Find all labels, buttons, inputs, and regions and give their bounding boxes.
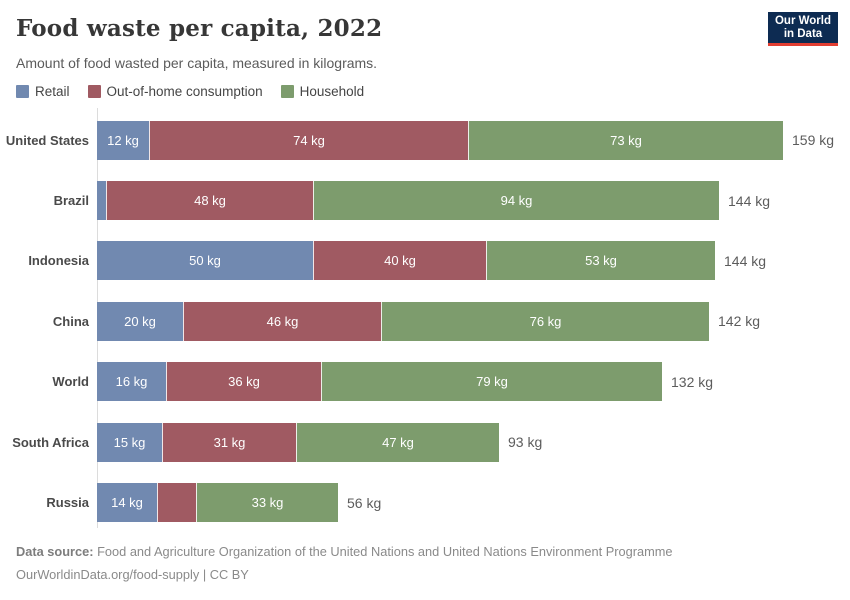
- legend-item-retail: Retail: [16, 84, 70, 99]
- bar-segment-out-of-home-consumption[interactable]: 48 kg: [106, 181, 313, 221]
- bar-segment-household[interactable]: 53 kg: [486, 241, 715, 281]
- page-subtitle: Amount of food wasted per capita, measur…: [16, 55, 378, 71]
- bar-value-label: 31 kg: [213, 434, 246, 450]
- bar-segment-retail[interactable]: 16 kg: [97, 362, 166, 402]
- bar-value-label: 50 kg: [189, 253, 221, 269]
- country-label: South Africa: [12, 434, 89, 450]
- bar-value-label: 47 kg: [382, 434, 414, 450]
- bar-row-south-africa: South Africa 15 kg 31 kg 47 kg 93 kg: [0, 412, 850, 472]
- bar-value-label: 12 kg: [107, 132, 139, 148]
- stacked-bar: 50 kg 40 kg 53 kg: [97, 241, 715, 281]
- stacked-bar: 14 kg 33 kg: [97, 483, 338, 523]
- bar-segment-household[interactable]: 94 kg: [313, 181, 719, 221]
- country-label: Russia: [46, 495, 89, 511]
- bar-total-label: 142 kg: [718, 313, 761, 330]
- legend-label: Retail: [35, 84, 70, 99]
- bar-segment-out-of-home-consumption[interactable]: 31 kg: [162, 422, 296, 462]
- bar-segment-out-of-home-consumption[interactable]: 40 kg: [313, 241, 486, 281]
- bar-total-label: 56 kg: [347, 494, 382, 511]
- bar-row-united-states: United States 12 kg 74 kg 73 kg 159 kg: [0, 110, 850, 170]
- bar-value-label: 94 kg: [500, 193, 533, 209]
- bar-segment-retail[interactable]: 15 kg: [97, 422, 162, 462]
- bar-value-label: 74 kg: [293, 132, 325, 148]
- legend-label: Household: [299, 84, 365, 99]
- bar-row-indonesia: Indonesia 50 kg 40 kg 53 kg 144 kg: [0, 231, 850, 291]
- owid-logo-line1: Our World: [774, 14, 831, 27]
- bar-value-label: 46 kg: [266, 313, 299, 329]
- country-label: China: [52, 313, 89, 329]
- bar-segment-retail[interactable]: 50 kg: [97, 241, 313, 281]
- country-label: United States: [5, 132, 89, 148]
- legend-item-out-of-home-consumption: Out-of-home consumption: [87, 84, 263, 99]
- bar-total-label: 132 kg: [671, 373, 714, 390]
- bar-row-world: World 16 kg 36 kg 79 kg 132 kg: [0, 352, 850, 412]
- bar-segment-retail[interactable]: 20 kg: [97, 301, 183, 341]
- bar-value-label: 20 kg: [124, 313, 156, 329]
- bar-value-label: 53 kg: [585, 253, 617, 269]
- bar-segment-household[interactable]: 73 kg: [468, 120, 783, 160]
- stacked-bar: 48 kg 94 kg: [97, 181, 719, 221]
- bar-segment-household[interactable]: 76 kg: [381, 301, 709, 341]
- data-source-text: Food and Agriculture Organization of the…: [97, 544, 673, 559]
- country-label: World: [52, 374, 89, 390]
- bar-value-label: 33 kg: [251, 495, 284, 511]
- bar-segment-household[interactable]: 47 kg: [296, 422, 499, 462]
- owid-logo[interactable]: Our World in Data: [768, 12, 838, 46]
- bar-value-label: 14 kg: [111, 495, 143, 511]
- legend-swatch-household: [280, 85, 294, 98]
- data-source-line: Data source: Food and Agriculture Organi…: [16, 540, 834, 563]
- bar-value-label: 36 kg: [228, 374, 260, 390]
- legend-swatch-retail: [16, 85, 29, 98]
- bar-value-label: 15 kg: [113, 434, 146, 450]
- owid-logo-line2: in Data: [783, 27, 823, 40]
- bar-total-label: 93 kg: [508, 434, 543, 451]
- chart-footer: Data source: Food and Agriculture Organi…: [16, 540, 834, 586]
- bar-segment-out-of-home-consumption[interactable]: 36 kg: [166, 362, 321, 402]
- bar-value-label: 16 kg: [115, 374, 148, 390]
- bar-value-label: 79 kg: [476, 374, 508, 390]
- bar-segment-household[interactable]: 79 kg: [321, 362, 662, 402]
- stacked-bar: 16 kg 36 kg 79 kg: [97, 362, 662, 402]
- bar-segment-household[interactable]: 33 kg: [196, 483, 338, 523]
- stacked-bar: 15 kg 31 kg 47 kg: [97, 422, 499, 462]
- bar-segment-out-of-home-consumption[interactable]: 46 kg: [183, 301, 381, 341]
- bar-value-label: 76 kg: [529, 313, 562, 329]
- bar-value-label: 73 kg: [610, 132, 642, 148]
- bar-total-label: 144 kg: [724, 252, 767, 269]
- bar-value-label: 48 kg: [194, 193, 226, 209]
- bar-value-label: 40 kg: [384, 253, 416, 269]
- bar-segment-out-of-home-consumption[interactable]: 74 kg: [149, 120, 468, 160]
- chart-legend: Retail Out-of-home consumption Household: [16, 84, 364, 99]
- license-link-line[interactable]: OurWorldinData.org/food-supply | CC BY: [16, 567, 249, 582]
- bar-row-china: China 20 kg 46 kg 76 kg 142 kg: [0, 291, 850, 351]
- country-label: Brazil: [53, 193, 89, 209]
- page-title: Food waste per capita, 2022: [16, 15, 383, 42]
- bar-row-russia: Russia 14 kg 33 kg 56 kg: [0, 472, 850, 532]
- data-source-label: Data source:: [16, 544, 94, 559]
- bar-segment-retail[interactable]: [97, 181, 106, 221]
- bar-segment-retail[interactable]: 12 kg: [97, 120, 149, 160]
- bar-segment-out-of-home-consumption[interactable]: [157, 483, 196, 523]
- bar-total-label: 144 kg: [728, 192, 771, 209]
- chart-rows: United States 12 kg 74 kg 73 kg 159 kg Brazil…: [0, 110, 850, 533]
- bar-segment-retail[interactable]: 14 kg: [97, 483, 157, 523]
- bar-row-brazil: Brazil 48 kg 94 kg 144 kg: [0, 170, 850, 230]
- bar-total-label: 159 kg: [792, 132, 835, 149]
- legend-swatch-out-of-home-consumption: [87, 85, 101, 98]
- stacked-bar-chart: United States 12 kg 74 kg 73 kg 159 kg Brazil…: [0, 108, 850, 533]
- stacked-bar: 20 kg 46 kg 76 kg: [97, 301, 709, 341]
- legend-item-household: Household: [280, 84, 365, 99]
- legend-label: Out-of-home consumption: [106, 84, 263, 99]
- country-label: Indonesia: [28, 253, 89, 269]
- stacked-bar: 12 kg 74 kg 73 kg: [97, 120, 783, 160]
